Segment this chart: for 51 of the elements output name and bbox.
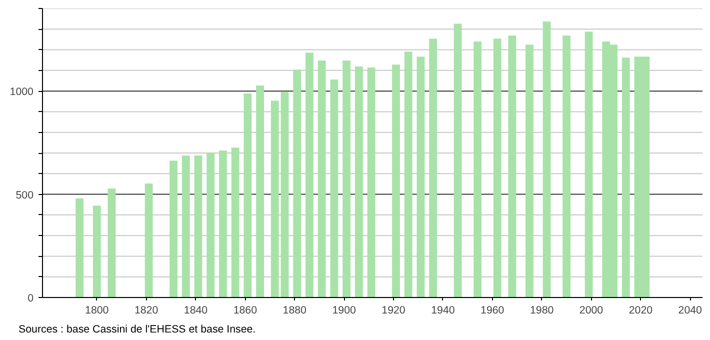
x-tick-label: 1980 [530,304,554,316]
bar [256,86,264,298]
bar [244,94,252,298]
bar [562,36,570,298]
bar [429,38,438,298]
bar [194,155,202,298]
bar [293,70,302,298]
x-tick-label: 2040 [678,304,702,316]
x-tick-label: 2020 [628,304,653,316]
bar [526,44,534,298]
x-tick-label: 2000 [579,304,604,316]
x-tick-label: 1940 [431,304,455,316]
bar [474,42,482,298]
x-tick-label: 1820 [134,304,158,316]
x-tick-label: 1960 [480,304,504,316]
bar [584,32,593,298]
bar [542,22,551,298]
source-note: Sources : base Cassini de l'EHESS et base Insee. [18,324,256,336]
bar [342,60,350,298]
bar [170,160,178,298]
y-tick-label: 1000 [10,86,34,98]
bar [454,24,462,298]
bar [108,188,116,298]
bar [493,38,502,298]
bar [206,152,215,298]
bar [508,36,516,298]
bar [270,100,279,298]
bar [280,91,289,298]
x-tick-label: 1800 [85,304,109,316]
bar [330,80,338,298]
bar [416,56,425,298]
x-tick-label: 1900 [332,304,356,316]
bar [231,148,240,298]
bar [218,150,227,298]
bar [92,206,101,298]
y-tick-label: 500 [16,189,34,202]
bar [622,58,630,298]
bar [182,155,190,298]
bar [76,198,84,298]
x-tick-label: 1860 [233,304,258,316]
bar [367,68,376,298]
bar [318,60,326,298]
bar [392,64,400,298]
bar [404,52,412,298]
x-tick-label: 1840 [184,304,208,316]
y-tick-label: 0 [28,292,34,304]
x-tick-label: 1880 [282,304,307,316]
x-tick-label: 1920 [382,304,406,316]
bar [144,184,153,298]
bar [354,66,363,298]
bar [306,52,314,298]
